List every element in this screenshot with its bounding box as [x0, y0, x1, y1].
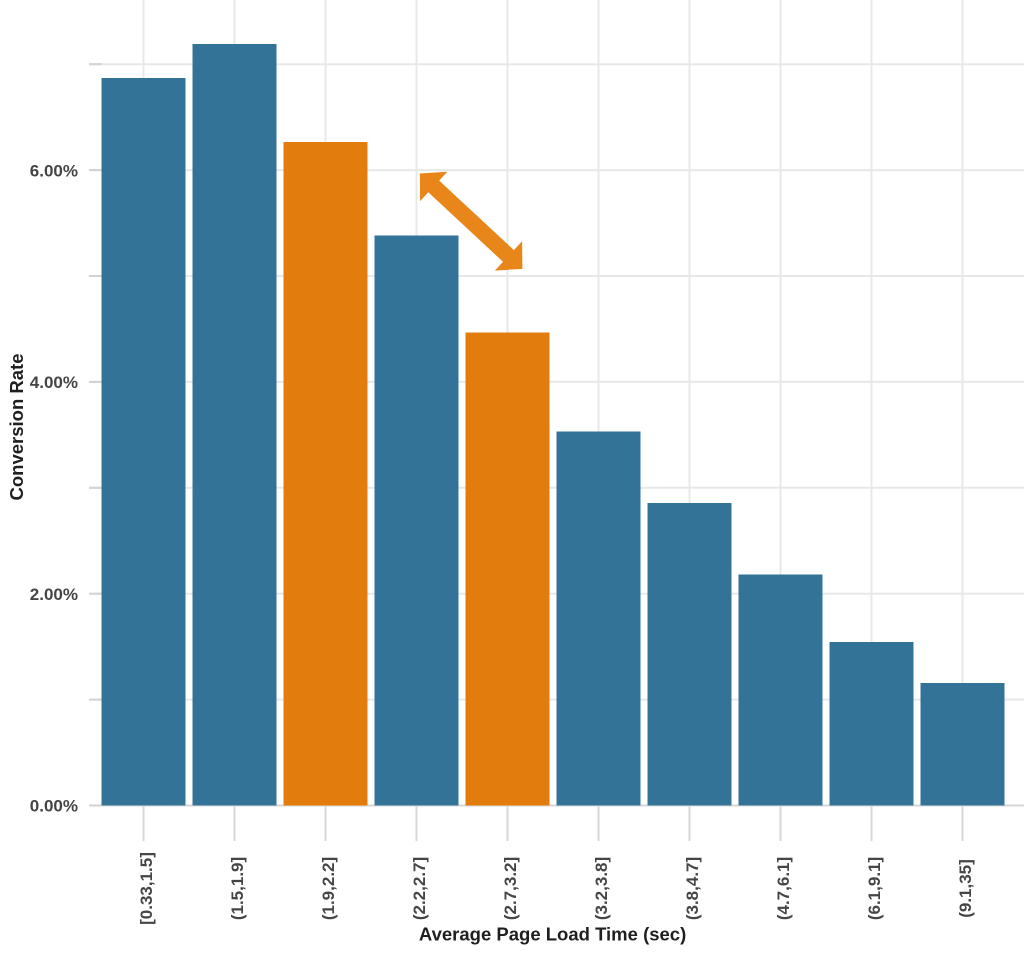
svg-text:(1.5,1.9]: (1.5,1.9] — [228, 857, 247, 920]
svg-text:(9.1,35]: (9.1,35] — [956, 859, 975, 918]
svg-text:0.00%: 0.00% — [30, 797, 78, 816]
svg-text:(2.2,2.7]: (2.2,2.7] — [410, 857, 429, 920]
svg-text:6.00%: 6.00% — [30, 161, 78, 180]
svg-text:(3.2,3.8]: (3.2,3.8] — [592, 857, 611, 920]
svg-text:(3.8,4.7]: (3.8,4.7] — [683, 857, 702, 920]
svg-text:(2.7,3.2]: (2.7,3.2] — [501, 857, 520, 920]
svg-text:(1.9,2.2]: (1.9,2.2] — [319, 857, 338, 920]
svg-text:2.00%: 2.00% — [30, 585, 78, 604]
svg-text:Conversion Rate: Conversion Rate — [6, 353, 27, 500]
svg-text:(6.1,9.1]: (6.1,9.1] — [865, 857, 884, 920]
svg-text:(4.7,6.1]: (4.7,6.1] — [774, 857, 793, 920]
svg-text:[0.33,1.5]: [0.33,1.5] — [137, 852, 156, 925]
svg-text:4.00%: 4.00% — [30, 373, 78, 392]
svg-text:Average Page Load Time (sec): Average Page Load Time (sec) — [419, 924, 686, 945]
